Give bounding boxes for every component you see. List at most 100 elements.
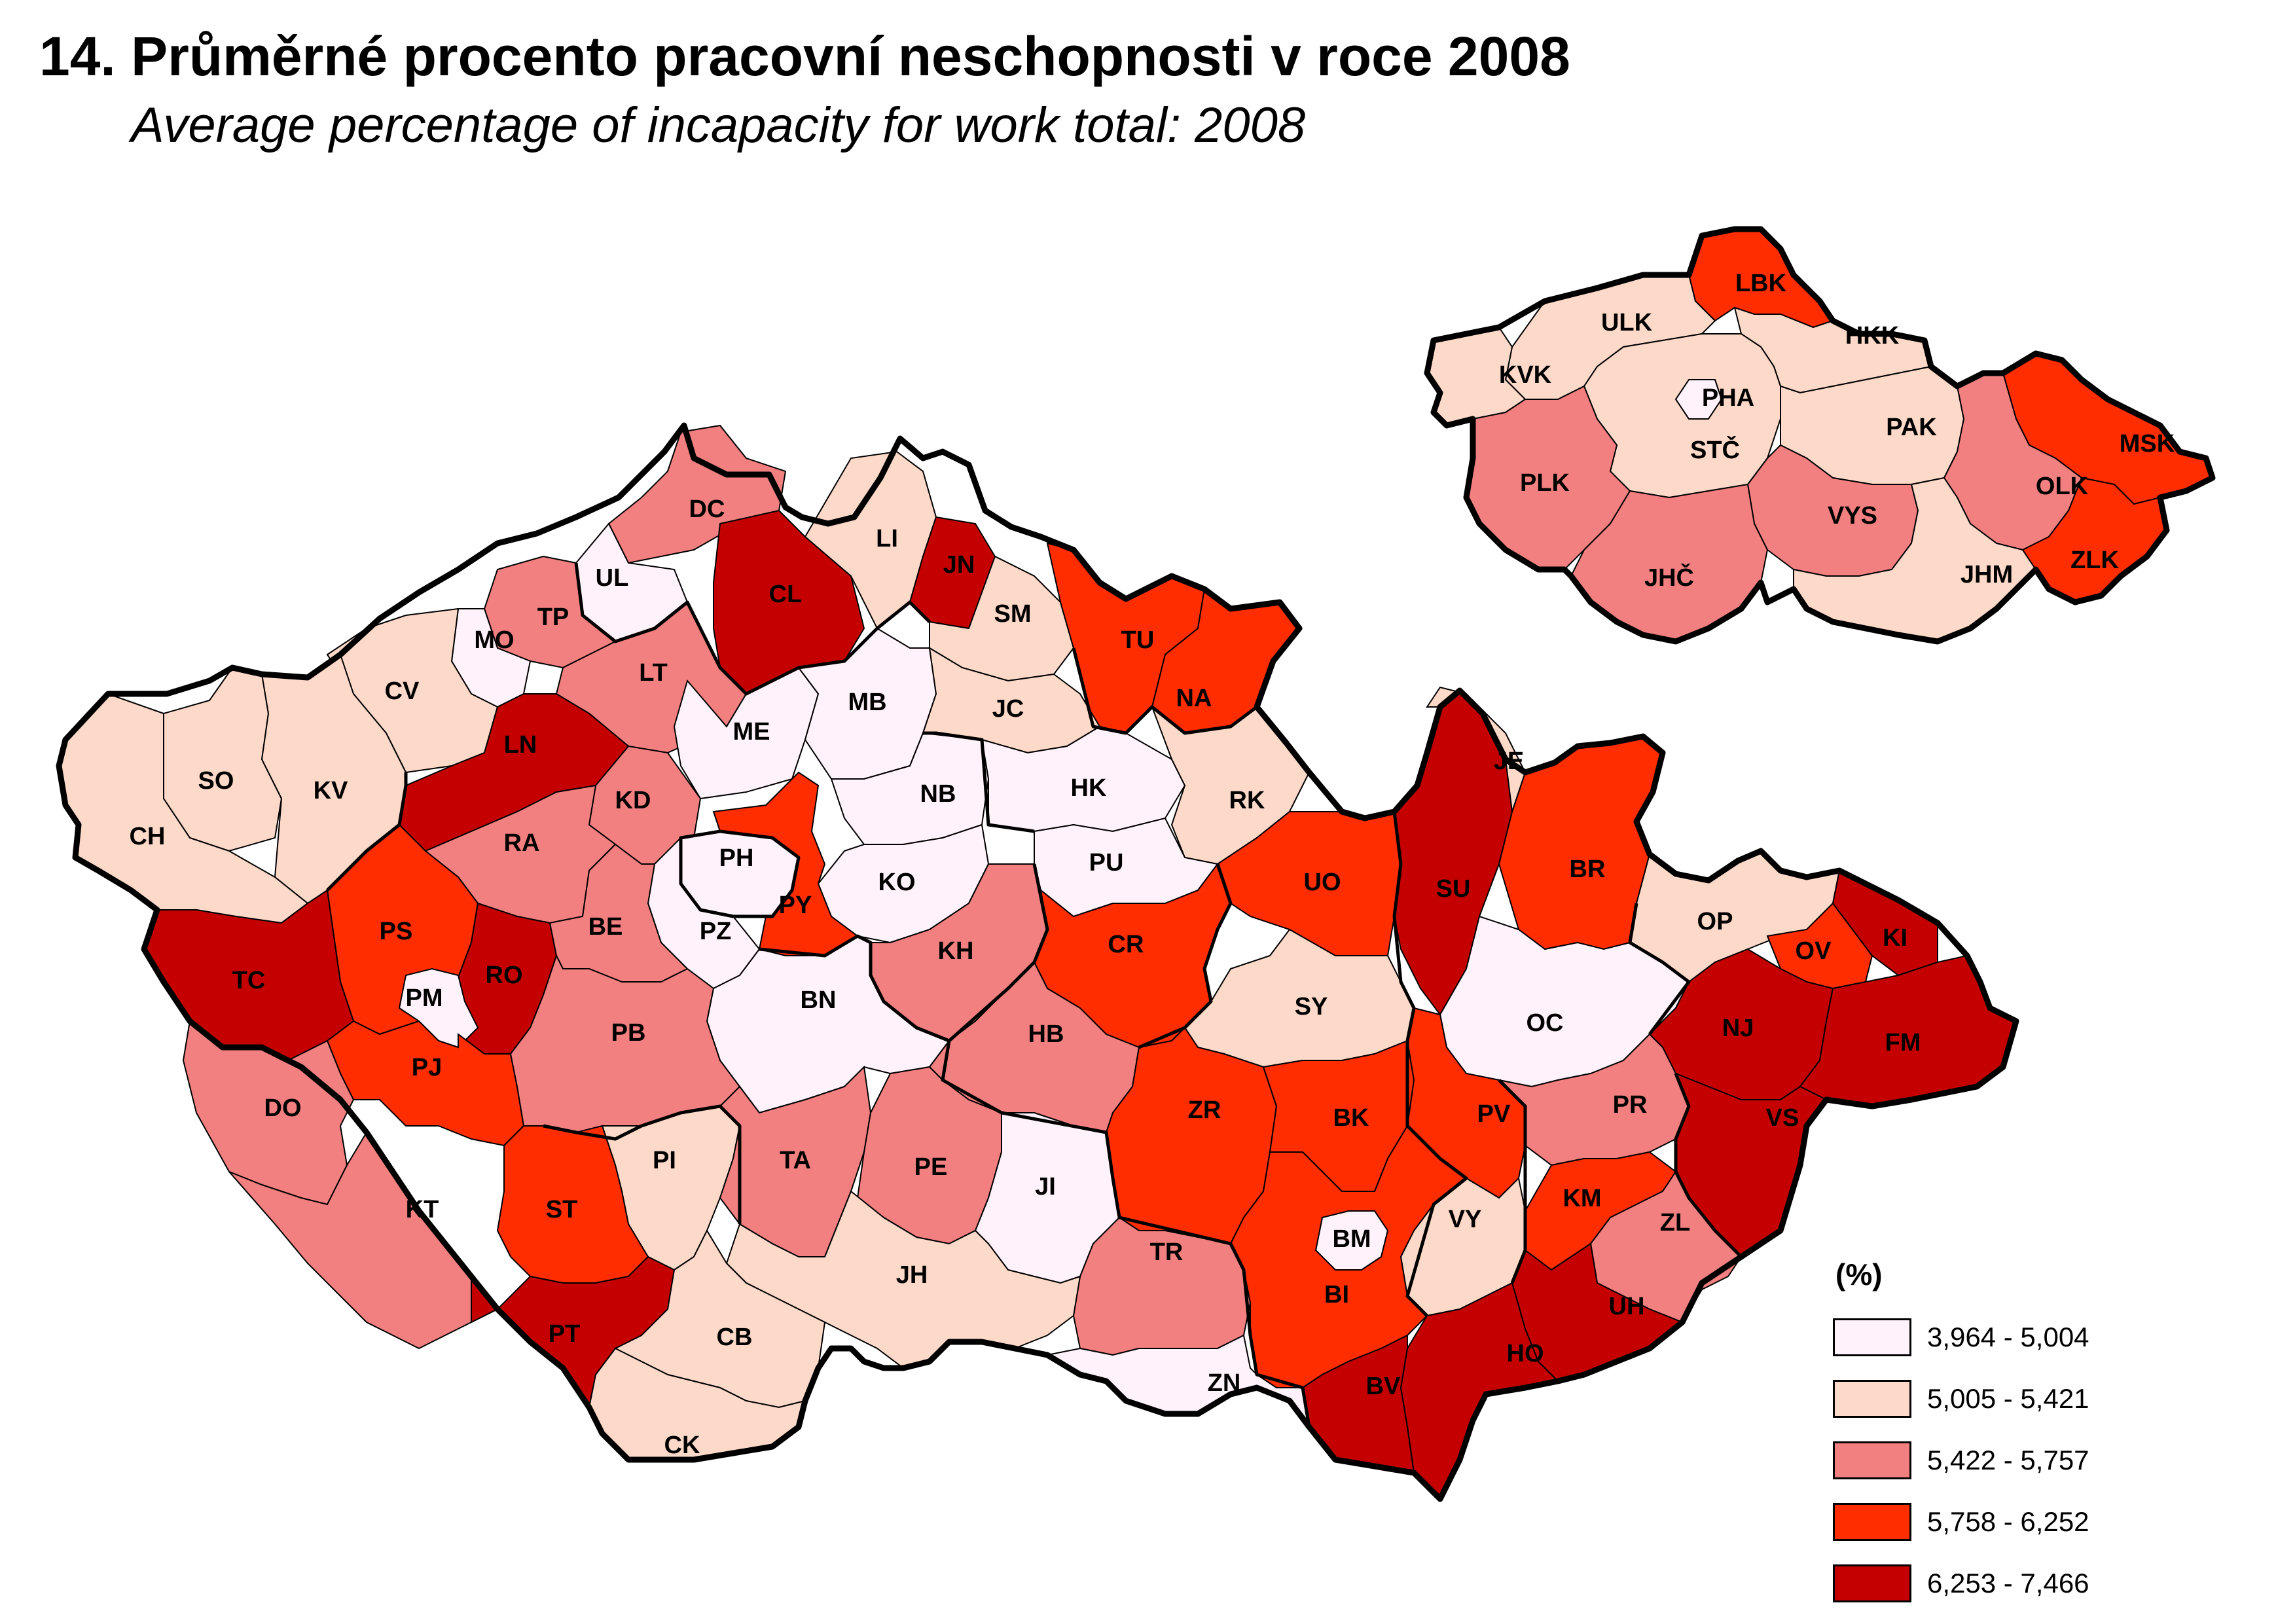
district-label: OV (1796, 937, 1832, 965)
district-label: PZ (700, 918, 732, 945)
district-label: KM (1563, 1185, 1601, 1212)
district-label: DO (264, 1094, 302, 1122)
inset-region-label: OLK (2036, 473, 2089, 500)
district-label: KT (406, 1196, 439, 1223)
inset-region-label: KVK (1499, 361, 1552, 389)
legend-swatch (1833, 1441, 1911, 1479)
district-label: CK (664, 1432, 700, 1459)
legend-label: 5,005 - 5,421 (1927, 1383, 2089, 1414)
district-label: CV (385, 677, 420, 705)
district-label: MB (848, 689, 886, 716)
inset-czech-border-outline (1424, 226, 2216, 645)
district-label: LN (504, 731, 537, 759)
region-border-line (1674, 1073, 1743, 1258)
district-label: BM (1332, 1225, 1371, 1253)
district-label: HB (1028, 1020, 1064, 1048)
map-title: 14. Průměrné procento pracovní neschopno… (39, 26, 1570, 87)
district-label: HK (1071, 774, 1107, 802)
region-border-line (1392, 811, 1468, 1317)
region-border-line (543, 1104, 742, 1224)
district-label: UL (596, 564, 629, 592)
inset-region-label: LBK (1735, 270, 1787, 297)
district-label: BV (1366, 1373, 1401, 1400)
district-label: KH (938, 937, 974, 965)
district-label: UH (1609, 1293, 1645, 1320)
district-label: JN (943, 551, 975, 579)
district-label: BR (1570, 856, 1606, 883)
district-label: FM (1885, 1029, 1921, 1056)
region-border-line (1628, 903, 1691, 1036)
district-label: KI (1883, 924, 1907, 952)
region-border-line (1138, 863, 1233, 1049)
district-label: VY (1449, 1206, 1482, 1233)
label-layer: DC UL CL LI JN TP MO LT SM TU CV LN ME MB JC NA SO KV CH KD… (130, 270, 2175, 1459)
inset-region-label: VYS (1828, 502, 1877, 530)
district-label: RK (1229, 787, 1265, 814)
legend-label: 5,758 - 6,252 (1927, 1506, 2089, 1537)
map-subtitle: Average percentage of incapacity for wor… (131, 98, 1306, 153)
district-label: TR (1150, 1238, 1184, 1266)
region-border-line (679, 829, 801, 918)
inset-region-label: PHA (1702, 384, 1754, 412)
district-label: NJ (1722, 1015, 1754, 1042)
inset-region-label: ULK (1601, 309, 1653, 336)
district-label: PT (549, 1320, 581, 1348)
inset-region-label: MSK (2120, 430, 2175, 458)
inset-region-label: ZLK (2070, 547, 2119, 574)
district-label: VS (1766, 1104, 1799, 1132)
district-label: PR (1613, 1091, 1648, 1119)
region-border-line (1072, 647, 1258, 735)
district-label: OC (1527, 1009, 1564, 1037)
district-label: SO (198, 767, 234, 795)
district-label: ST (546, 1196, 578, 1223)
district-label: BI (1324, 1281, 1349, 1308)
district-label: SY (1295, 993, 1328, 1020)
district-label: ME (733, 718, 770, 746)
district-label: UO (1304, 869, 1341, 896)
legend-item: 5,005 - 5,421 (1833, 1368, 2089, 1430)
district-label: PB (611, 1019, 646, 1047)
legend-swatch (1833, 1380, 1911, 1418)
inset-region-label: PAK (1886, 414, 1937, 441)
district-label: PM (406, 984, 443, 1012)
district-label: TA (780, 1147, 811, 1174)
district-label: JE (1494, 748, 1524, 775)
district-layer (58, 228, 2214, 1500)
district-label: DC (689, 496, 725, 523)
district-label: SM (994, 600, 1032, 628)
legend-item: 5,422 - 5,757 (1833, 1430, 2089, 1491)
district-label: JH (896, 1261, 928, 1289)
district-label: TC (232, 967, 266, 994)
inset-region-stč (1583, 333, 1781, 499)
legend-swatch (1833, 1564, 1911, 1602)
district-label: LI (876, 525, 898, 552)
district-label: PJ (412, 1054, 442, 1081)
czech-border-outline (56, 422, 2019, 1502)
district-me (673, 666, 820, 800)
district-label: PI (653, 1147, 676, 1174)
legend-label: 6,253 - 7,466 (1927, 1568, 2089, 1598)
district-label: BK (1333, 1104, 1369, 1132)
district-label: JC (992, 695, 1024, 723)
district-label: TU (1121, 626, 1155, 654)
district-label: ZL (1660, 1209, 1690, 1236)
legend-item: 5,758 - 6,252 (1833, 1491, 2089, 1553)
legend: (%) 3,964 - 5,004 5,005 - 5,421 5,422 - … (1833, 1257, 2089, 1614)
inset-region-label: STČ (1690, 435, 1740, 464)
district-label: PY (779, 892, 812, 919)
district-label: JI (1035, 1173, 1056, 1200)
district-label: OP (1697, 908, 1733, 935)
legend-label: 3,964 - 5,004 (1927, 1322, 2089, 1352)
legend-item: 3,964 - 5,004 (1833, 1307, 2089, 1368)
district-pm (398, 967, 479, 1049)
region-borders (326, 562, 1743, 1428)
district-label: CB (717, 1324, 753, 1351)
district-label: ZN (1208, 1369, 1241, 1397)
district-label: RO (486, 962, 523, 989)
district-label: BE (588, 913, 623, 941)
district-label: MO (474, 626, 514, 654)
district-label: HO (1507, 1340, 1544, 1367)
inset-region-label: JHČ (1644, 562, 1694, 592)
district-label: KD (615, 787, 651, 814)
